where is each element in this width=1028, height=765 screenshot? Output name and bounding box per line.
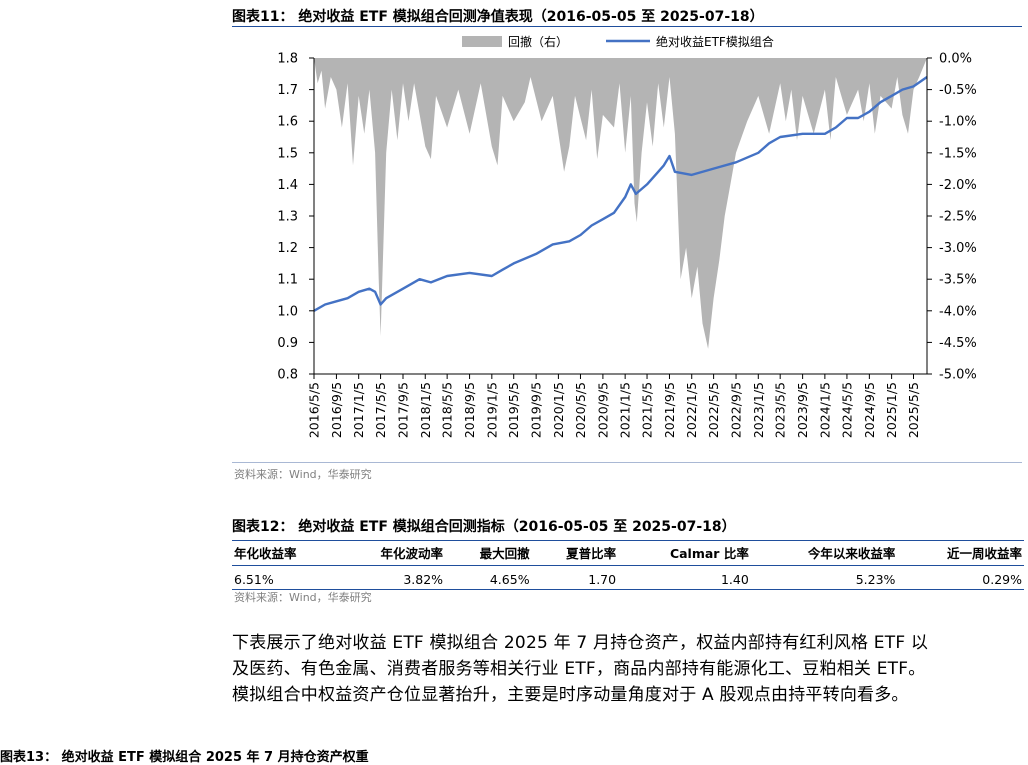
paragraph-line: 模拟组合中权益资产仓位显著抬升，主要是时序动量角度对于 A 股观点由持平转向看多…: [232, 685, 909, 705]
table-source: 资料来源：Wind，华泰研究: [234, 591, 372, 604]
figure-title: 图表11： 绝对收益 ETF 模拟组合回测净值表现（2016-05-05 至 2…: [232, 9, 764, 25]
header-annual-return: 年化收益率: [234, 546, 297, 561]
legend-line-label: 绝对收益ETF模拟组合: [656, 34, 774, 49]
cell-sharpe: 1.70: [588, 572, 617, 587]
y-left-tick-label: 1.7: [277, 83, 298, 98]
nav-line: [313, 76, 928, 312]
header-calmar: Calmar 比率: [669, 546, 749, 561]
y-right-tick-label: 0.0%: [939, 52, 972, 67]
y-right-tick-label: -3.5%: [939, 273, 977, 288]
cell-calmar: 1.40: [720, 572, 749, 587]
y-right-tick-label: -2.0%: [939, 178, 977, 193]
y-right-tick-label: -3.0%: [939, 241, 977, 256]
title-rule: [232, 26, 1022, 27]
y-right-tick-label: -1.5%: [939, 146, 977, 161]
legend-drawdown-label: 回撤（右）: [508, 34, 568, 49]
x-tick-label: 2019/1/5: [484, 382, 499, 438]
cell-week-return: 0.29%: [982, 572, 1022, 587]
y-right-tick-label: -4.5%: [939, 336, 977, 351]
cell-max-drawdown: 4.65%: [489, 572, 530, 587]
x-tick-label: 2020/1/5: [551, 382, 566, 438]
y-left-tick-label: 1.4: [277, 178, 298, 193]
x-tick-label: 2022/5/5: [706, 382, 721, 438]
x-tick-label: 2017/1/5: [351, 382, 366, 438]
cell-annual-volatility: 3.82%: [403, 572, 444, 587]
y-left-tick-label: 0.9: [277, 336, 298, 351]
y-left-tick-label: 1.6: [277, 115, 298, 130]
y-left-tick-label: 0.8: [277, 368, 298, 383]
header-sharpe: 夏普比率: [566, 546, 617, 561]
x-tick-label: 2024/9/5: [862, 382, 877, 438]
chart-legend: 回撤（右） 绝对收益ETF模拟组合: [462, 34, 774, 49]
x-tick-label: 2021/1/5: [618, 382, 633, 438]
x-tick-label: 2021/5/5: [640, 382, 655, 438]
metrics-table: 年化收益率 年化波动率 最大回撤 夏普比率 Calmar 比率 今年以来收益率 …: [232, 540, 1024, 590]
x-tick-label: 2017/9/5: [396, 382, 411, 438]
body-paragraph: 下表展示了绝对收益 ETF 模拟组合 2025 年 7 月持仓资产，权益内部持有…: [232, 630, 1028, 708]
x-tick-label: 2024/1/5: [817, 382, 832, 438]
table-header-row: 年化收益率 年化波动率 最大回撤 夏普比率 Calmar 比率 今年以来收益率 …: [232, 540, 1024, 566]
x-tick-label: 2019/9/5: [529, 382, 544, 438]
chart-axes: 1.8 1.7 1.6 1.5 1.4 1.3 1.2 1.1 1.0 0.9 0.8 0.0% -0.…: [277, 52, 976, 439]
y-left-tick-label: 1.8: [277, 52, 298, 67]
y-right-tick-label: -4.0%: [939, 304, 977, 319]
x-tick-label: 2016/5/5: [307, 382, 322, 438]
x-tick-label: 2016/9/5: [329, 382, 344, 438]
backtest-chart: 回撤（右） 绝对收益ETF模拟组合 1.81.71.61.51.41.31.21…: [277, 34, 976, 439]
y-right-tick-label: -1.0%: [939, 115, 977, 130]
x-tick-label: 2025/1/5: [884, 382, 899, 438]
y-left-tick-label: 1.2: [277, 241, 298, 256]
table-row: 6.51% 3.82% 4.65% 1.70 1.40 5.23% 0.29%: [232, 566, 1024, 590]
figure-source: 资料来源：Wind，华泰研究: [234, 468, 372, 481]
y-right-tick-label: -2.5%: [939, 210, 977, 225]
nav-line-layer: [313, 76, 928, 312]
header-ytd-return: 今年以来收益率: [807, 546, 896, 561]
drawdown-area-layer: [314, 58, 927, 349]
y-left-tick-label: 1.3: [277, 210, 298, 225]
x-tick-label: 2020/5/5: [573, 382, 588, 438]
x-tick-label: 2025/5/5: [906, 382, 921, 438]
header-week-return: 近一周收益率: [946, 546, 1022, 561]
x-tick-label: 2020/9/5: [595, 382, 610, 438]
figure-bottom-rule: [232, 462, 1022, 463]
y-left-tick-label: 1.5: [277, 146, 298, 161]
x-tick-label: 2021/9/5: [662, 382, 677, 438]
y-left-tick-label: 1.0: [277, 304, 298, 319]
x-tick-label: 2023/5/5: [773, 382, 788, 438]
paragraph-line: 下表展示了绝对收益 ETF 模拟组合 2025 年 7 月持仓资产，权益内部持有…: [232, 633, 929, 653]
next-figure-title: 图表13： 绝对收益 ETF 模拟组合 2025 年 7 月持仓资产权重: [0, 750, 369, 765]
header-max-drawdown: 最大回撤: [479, 546, 530, 561]
x-tick-label: 2023/1/5: [751, 382, 766, 438]
cell-annual-return: 6.51%: [234, 572, 274, 587]
drawdown-area: [314, 58, 927, 349]
x-tick-label: 2018/1/5: [418, 382, 433, 438]
legend-drawdown-swatch: [462, 36, 502, 47]
x-tick-label: 2022/9/5: [729, 382, 744, 438]
y-right-tick-label: -5.0%: [939, 368, 977, 383]
y-left-tick-label: 1.1: [277, 273, 298, 288]
table-title: 图表12： 绝对收益 ETF 模拟组合回测指标（2016-05-05 至 202…: [232, 519, 736, 535]
cell-ytd-return: 5.23%: [855, 572, 896, 587]
x-tick-label: 2022/1/5: [684, 382, 699, 438]
y-right-tick-label: -0.5%: [939, 83, 977, 98]
x-tick-label: 2024/5/5: [839, 382, 854, 438]
x-tick-label: 2017/5/5: [373, 382, 388, 438]
header-annual-volatility: 年化波动率: [380, 546, 444, 561]
x-tick-label: 2018/5/5: [440, 382, 455, 438]
x-tick-label: 2023/9/5: [795, 382, 810, 438]
paragraph-line: 及医药、有色金属、消费者服务等相关行业 ETF，商品内部持有能源化工、豆粕相关 …: [232, 659, 926, 679]
x-tick-label: 2018/9/5: [462, 382, 477, 438]
x-tick-label: 2019/5/5: [506, 382, 521, 438]
